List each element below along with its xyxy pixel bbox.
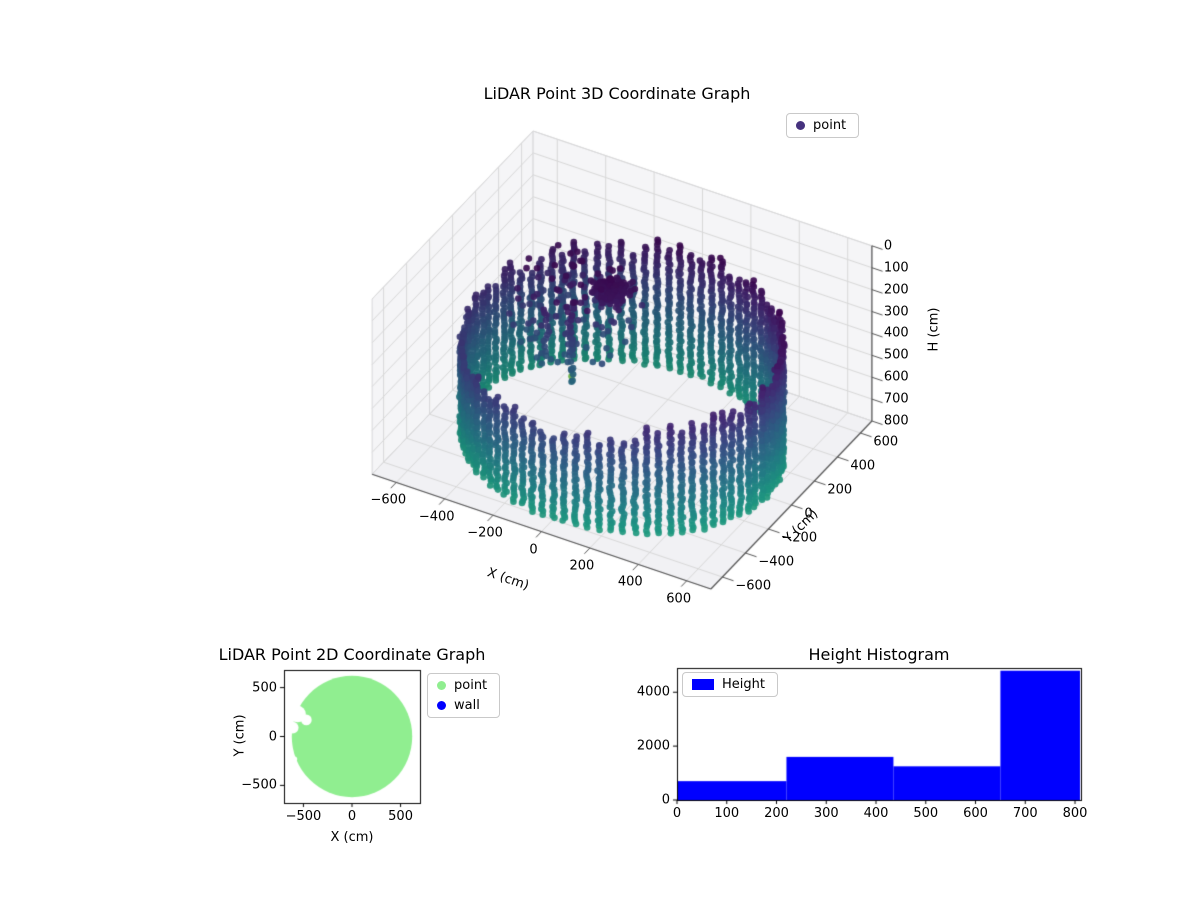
tick-label: 300 [813, 806, 839, 821]
tick-label: 600 [666, 591, 692, 607]
tick-label: −200 [467, 525, 503, 541]
tick-label: 100 [883, 260, 909, 276]
tick-label: 200 [827, 482, 853, 498]
tick-label: 0 [804, 506, 813, 522]
scatter2d-y-axis-label: Y (cm) [232, 714, 248, 757]
histogram-legend: Height [682, 672, 778, 697]
tick-label: 800 [883, 413, 909, 429]
tick-label: −400 [758, 554, 795, 570]
tick-label: 400 [617, 574, 643, 590]
tick-label: 400 [863, 806, 889, 821]
tick-label: 200 [764, 806, 789, 821]
legend-item-wall: wall [437, 698, 487, 713]
tick-label: 700 [1012, 806, 1038, 821]
height-patch-icon [692, 679, 714, 690]
scatter3d-legend: point [786, 113, 860, 138]
legend-label-point2d: point [454, 678, 488, 693]
tick-label: 500 [883, 347, 909, 363]
tick-label: 200 [883, 282, 909, 298]
scatter3d-z-axis-label: H (cm) [926, 307, 942, 352]
tick-label: 300 [883, 304, 909, 319]
tick-label: 200 [569, 558, 595, 574]
scatter3d-title: LiDAR Point 3D Coordinate Graph [483, 84, 751, 103]
scatter2d-legend: point wall [427, 673, 501, 718]
tick-label: 500 [388, 809, 413, 824]
legend-label-wall: wall [454, 698, 480, 713]
legend-item-point: point [796, 118, 846, 133]
tick-label: 500 [913, 806, 939, 821]
legend-item-height: Height [692, 677, 765, 692]
tick-label: 0 [529, 542, 538, 558]
tick-label: 600 [883, 369, 909, 385]
histogram-title: Height Histogram [808, 645, 950, 664]
tick-label: 600 [873, 434, 899, 450]
tick-label: −600 [370, 492, 407, 508]
tick-label: 0 [347, 809, 357, 824]
tick-label: 4000 [636, 684, 670, 700]
scatter2d-title: LiDAR Point 2D Coordinate Graph [218, 645, 486, 664]
point-marker-icon [796, 121, 805, 130]
tick-label: 0 [883, 238, 893, 254]
tick-label: −400 [418, 509, 455, 525]
wall-marker-icon [437, 701, 446, 710]
tick-label: 800 [1062, 806, 1088, 821]
legend-item-point2d: point [437, 678, 487, 693]
point2d-marker-icon [437, 681, 446, 690]
tick-label: 0 [268, 729, 277, 744]
tick-label: 400 [883, 325, 909, 341]
tick-label: 500 [252, 680, 277, 696]
tick-label: −500 [241, 777, 277, 793]
tick-label: 0 [672, 806, 682, 821]
scatter2d-x-axis-label: X (cm) [330, 830, 374, 845]
legend-label-point: point [813, 118, 847, 133]
tick-label: 600 [963, 806, 988, 821]
legend-label-height: Height [722, 677, 765, 692]
tick-label: −600 [735, 578, 772, 594]
tick-label: 100 [714, 806, 740, 821]
tick-label: 700 [883, 391, 909, 407]
tick-label: 0 [661, 792, 670, 808]
tick-label: −200 [781, 530, 818, 546]
tick-label: 400 [850, 458, 876, 474]
tick-label: −500 [285, 809, 322, 824]
tick-label: 2000 [636, 738, 670, 754]
